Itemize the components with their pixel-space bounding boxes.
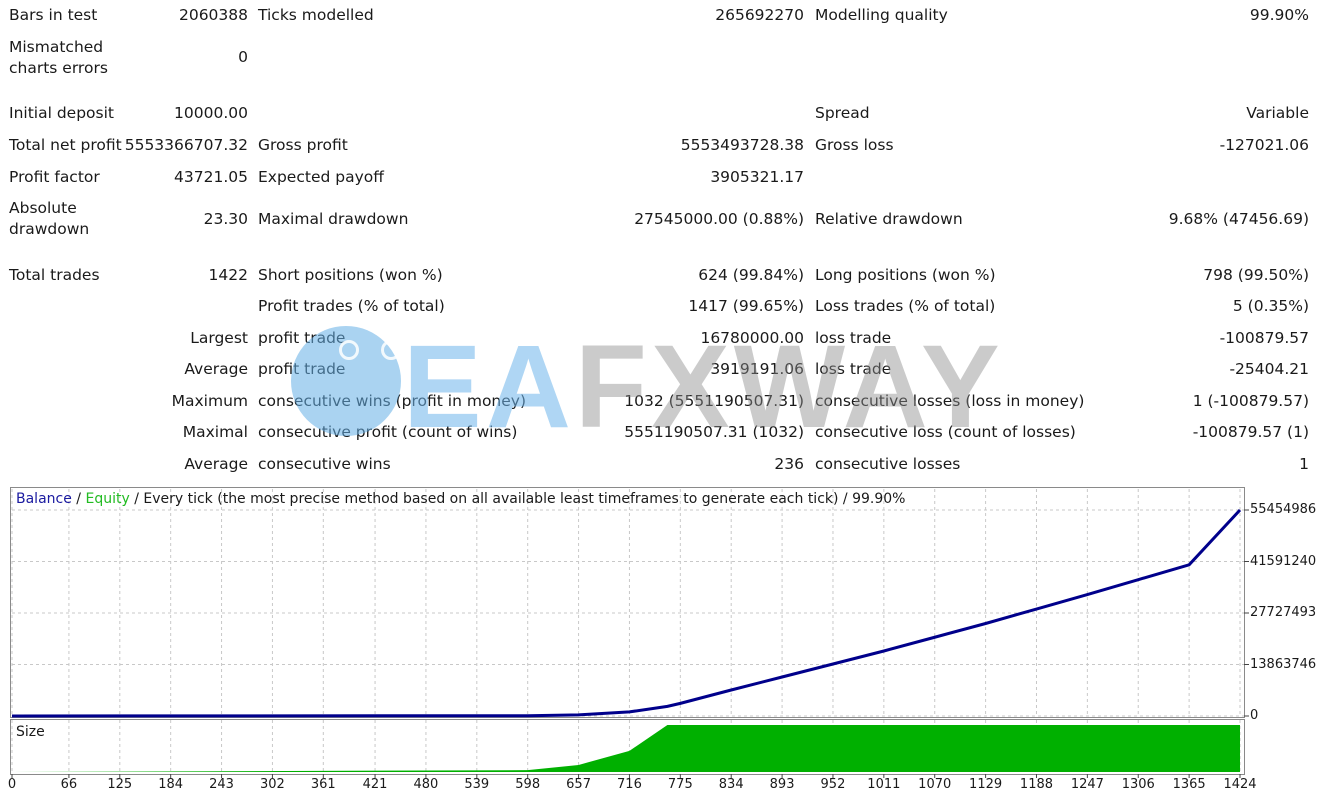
relative-drawdown-value: 9.68% (47456.69) [1168,210,1309,228]
average-loss-label: loss trade [815,360,892,378]
spread-label: Spread [815,104,870,122]
x-tick-label: 1070 [918,777,952,792]
spread-value: Variable [1246,104,1309,122]
maximal-row-label: Maximal [182,423,248,441]
maximal-drawdown-label: Maximal drawdown [258,210,409,228]
balance-chart [10,487,1245,718]
x-tick-label: 952 [820,777,846,792]
maximum-row-label: Maximum [171,392,248,410]
loss-trades-label: Loss trades (% of total) [815,297,996,315]
x-tick-label: 66 [60,777,78,792]
maximum-losses-value: 1 (-100879.57) [1192,392,1309,410]
bars-in-test-value: 2060388 [178,6,248,24]
x-tick-label: 184 [158,777,184,792]
largest-loss-value: -100879.57 [1219,329,1309,347]
total-trades-value: 1422 [208,266,248,284]
profit-trades-label: Profit trades (% of total) [258,297,445,315]
x-tick-label: 302 [260,777,285,792]
x-tick-label: 0 [7,777,17,792]
average-consecutive-wins-label: consecutive wins [258,455,391,473]
expected-payoff-value: 3905321.17 [710,168,804,186]
ticks-modelled-value: 265692270 [715,6,804,24]
legend-balance: Balance [16,491,72,507]
mismatched-value: 0 [238,48,248,66]
x-tick-label: 480 [413,777,439,792]
x-tick-label: 775 [667,777,693,792]
x-tick-label: 539 [464,777,490,792]
loss-trades-value: 5 (0.35%) [1232,297,1309,315]
y-tick-label: 27727493 [1250,605,1317,620]
maximum-losses-label: consecutive losses (loss in money) [815,392,1085,410]
x-tick-label: 1247 [1070,777,1104,792]
x-tick-label: 1011 [867,777,901,792]
x-tick-label: 1424 [1223,777,1257,792]
x-tick-label: 893 [769,777,795,792]
absolute-drawdown-value: 23.30 [203,210,248,228]
maximum-wins-value: 1032 (5551190507.31) [624,392,804,410]
average-consecutive-wins-value: 236 [774,455,804,473]
maximal-loss-value: -100879.57 (1) [1192,423,1309,441]
x-tick-label: 1365 [1172,777,1206,792]
maximal-loss-label: consecutive loss (count of losses) [815,423,1076,441]
average-consecutive-losses-value: 1 [1299,455,1309,473]
x-tick-label: 361 [310,777,336,792]
long-positions-label: Long positions (won %) [815,266,996,284]
x-tick-label: 834 [718,777,744,792]
total-net-profit-value: 5553366707.32 [124,136,248,154]
average-consecutive-losses-label: consecutive losses [815,455,961,473]
x-tick-label: 421 [362,777,388,792]
short-positions-value: 624 (99.84%) [698,266,804,284]
legend-description: / Every tick (the most precise method ba… [129,491,906,507]
x-tick-label: 1306 [1121,777,1155,792]
bars-in-test-label: Bars in test [9,6,98,24]
gross-loss-value: -127021.06 [1219,136,1309,154]
chart-legend: Balance / Equity / Every tick (the most … [16,491,905,507]
y-tick-label: 0 [1250,708,1259,723]
average-consecutive-row-label: Average [184,455,248,473]
maximal-drawdown-value: 27545000.00 (0.88%) [634,210,804,228]
modelling-quality-label: Modelling quality [815,6,948,24]
largest-row-label: Largest [190,329,248,347]
x-tick-label: 1129 [969,777,1003,792]
size-label: Size [16,724,45,740]
x-tick-label: 598 [515,777,541,792]
size-area [12,725,1240,772]
maximal-profit-value: 5551190507.31 (1032) [624,423,804,441]
x-tick-label: 716 [617,777,642,792]
y-tick-label: 41591240 [1250,553,1317,569]
x-tick-label: 125 [107,777,133,792]
mismatched-label: Mismatched charts errors [9,38,108,77]
gross-loss-label: Gross loss [815,136,894,154]
short-positions-label: Short positions (won %) [258,266,443,284]
y-tick-label: 55454986 [1250,502,1317,517]
long-positions-value: 798 (99.50%) [1203,266,1309,284]
profit-factor-value: 43721.05 [174,168,248,186]
gross-profit-value: 5553493728.38 [680,136,804,154]
legend-equity: Equity [85,491,130,507]
total-trades-label: Total trades [9,266,100,284]
initial-deposit-value: 10000.00 [174,104,248,122]
expected-payoff-label: Expected payoff [258,168,384,186]
ticks-modelled-label: Ticks modelled [258,6,374,24]
legend-separator: / [71,491,86,507]
absolute-drawdown-label: Absolute drawdown [9,199,90,238]
y-tick-label: 13863746 [1250,656,1317,672]
average-row-label: Average [184,360,248,378]
average-loss-value: -25404.21 [1229,360,1309,378]
average-profit-value: 3919191.06 [710,360,804,378]
x-tick-label: 243 [209,777,234,792]
gross-profit-label: Gross profit [258,136,348,154]
largest-profit-value: 16780000.00 [700,329,804,347]
balance-line [11,508,1242,718]
largest-loss-label: loss trade [815,329,892,347]
total-net-profit-label: Total net profit [9,136,122,154]
x-tick-label: 657 [566,777,591,792]
relative-drawdown-label: Relative drawdown [815,210,963,228]
initial-deposit-label: Initial deposit [9,104,114,122]
modelling-quality-value: 99.90% [1249,6,1309,24]
x-tick-label: 1188 [1019,777,1054,792]
profit-factor-label: Profit factor [9,168,100,186]
profit-trades-value: 1417 (99.65%) [688,297,804,315]
